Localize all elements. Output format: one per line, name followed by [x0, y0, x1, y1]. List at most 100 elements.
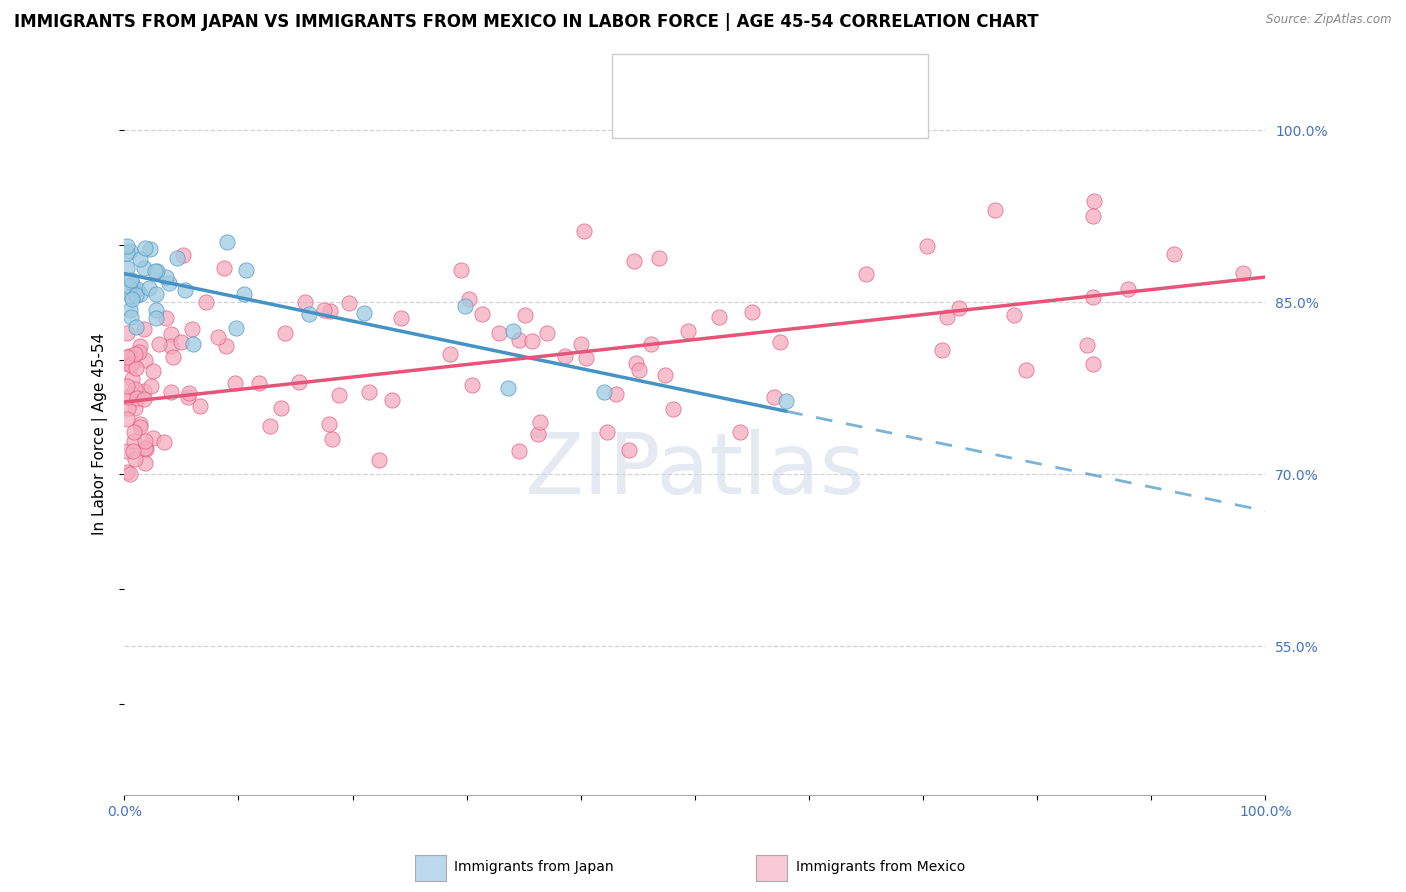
- Point: [662, 402, 685, 417]
- Point: [120, 289, 142, 303]
- Point: [135, 442, 157, 457]
- Point: [931, 343, 953, 358]
- Point: [172, 247, 194, 261]
- Point: [520, 334, 543, 348]
- Point: [115, 444, 138, 458]
- Point: [142, 364, 165, 378]
- Point: [145, 264, 167, 278]
- Point: [381, 393, 404, 408]
- Point: [139, 379, 162, 393]
- Point: [321, 432, 343, 446]
- Point: [132, 384, 155, 398]
- Point: [115, 326, 138, 341]
- Point: [592, 384, 614, 399]
- Point: [627, 362, 650, 376]
- Point: [707, 310, 730, 325]
- Point: [117, 357, 139, 371]
- Point: [1002, 308, 1025, 322]
- Point: [122, 434, 145, 448]
- Point: [120, 310, 142, 325]
- Point: [453, 298, 475, 312]
- Point: [169, 334, 191, 349]
- Point: [508, 334, 530, 348]
- Point: [155, 269, 177, 284]
- Point: [129, 287, 152, 301]
- Point: [215, 339, 238, 353]
- Point: [115, 350, 138, 364]
- Point: [159, 385, 181, 400]
- Point: [134, 392, 156, 406]
- Text: 41: 41: [803, 65, 828, 83]
- Point: [120, 467, 142, 481]
- Point: [1083, 194, 1105, 208]
- Point: [529, 415, 551, 429]
- Point: [233, 286, 256, 301]
- Point: [117, 390, 139, 404]
- Point: [132, 321, 155, 335]
- Text: -0.199: -0.199: [702, 65, 766, 83]
- Point: [125, 319, 148, 334]
- Point: [259, 418, 281, 433]
- Point: [121, 358, 143, 372]
- Point: [1163, 246, 1185, 260]
- Point: [217, 235, 239, 249]
- Point: [134, 441, 156, 455]
- Text: R =: R =: [662, 65, 702, 83]
- Point: [605, 387, 627, 401]
- Point: [145, 287, 167, 301]
- Point: [115, 246, 138, 260]
- Point: [115, 466, 138, 480]
- Point: [1081, 358, 1104, 372]
- Point: [194, 295, 217, 310]
- Point: [121, 372, 143, 386]
- Point: [389, 310, 412, 325]
- Point: [157, 277, 180, 291]
- Text: 0.2: 0.2: [702, 108, 734, 126]
- Point: [155, 311, 177, 326]
- Point: [948, 301, 970, 315]
- Point: [328, 388, 350, 402]
- Point: [1083, 209, 1105, 223]
- Point: [1081, 290, 1104, 304]
- Point: [177, 385, 200, 400]
- Point: [288, 375, 311, 389]
- Point: [148, 336, 170, 351]
- Text: N =: N =: [763, 65, 803, 83]
- Point: [212, 260, 235, 275]
- Point: [471, 307, 494, 321]
- Point: [145, 311, 167, 326]
- Point: [129, 252, 152, 267]
- Point: [128, 344, 150, 359]
- Point: [617, 442, 640, 457]
- Point: [936, 310, 959, 325]
- Point: [554, 349, 576, 363]
- Point: [127, 391, 149, 405]
- Point: [337, 296, 360, 310]
- Point: [124, 347, 146, 361]
- Point: [121, 292, 143, 306]
- Text: R =: R =: [662, 108, 702, 126]
- Point: [120, 273, 142, 287]
- Text: Immigrants from Mexico: Immigrants from Mexico: [796, 860, 965, 874]
- Point: [181, 337, 204, 351]
- Point: [121, 386, 143, 401]
- Point: [124, 452, 146, 467]
- Point: [536, 326, 558, 340]
- Point: [134, 241, 156, 255]
- Point: [368, 453, 391, 467]
- Point: [855, 267, 877, 281]
- Point: [224, 376, 246, 391]
- Point: [1076, 337, 1098, 351]
- Point: [648, 251, 671, 265]
- Point: [741, 305, 763, 319]
- Point: [1118, 282, 1140, 296]
- Point: [118, 278, 141, 293]
- Point: [181, 322, 204, 336]
- Point: [730, 425, 752, 440]
- Point: [270, 401, 292, 415]
- Point: [115, 261, 138, 276]
- Point: [294, 294, 316, 309]
- Point: [121, 443, 143, 458]
- Point: [121, 356, 143, 370]
- Point: [115, 412, 138, 426]
